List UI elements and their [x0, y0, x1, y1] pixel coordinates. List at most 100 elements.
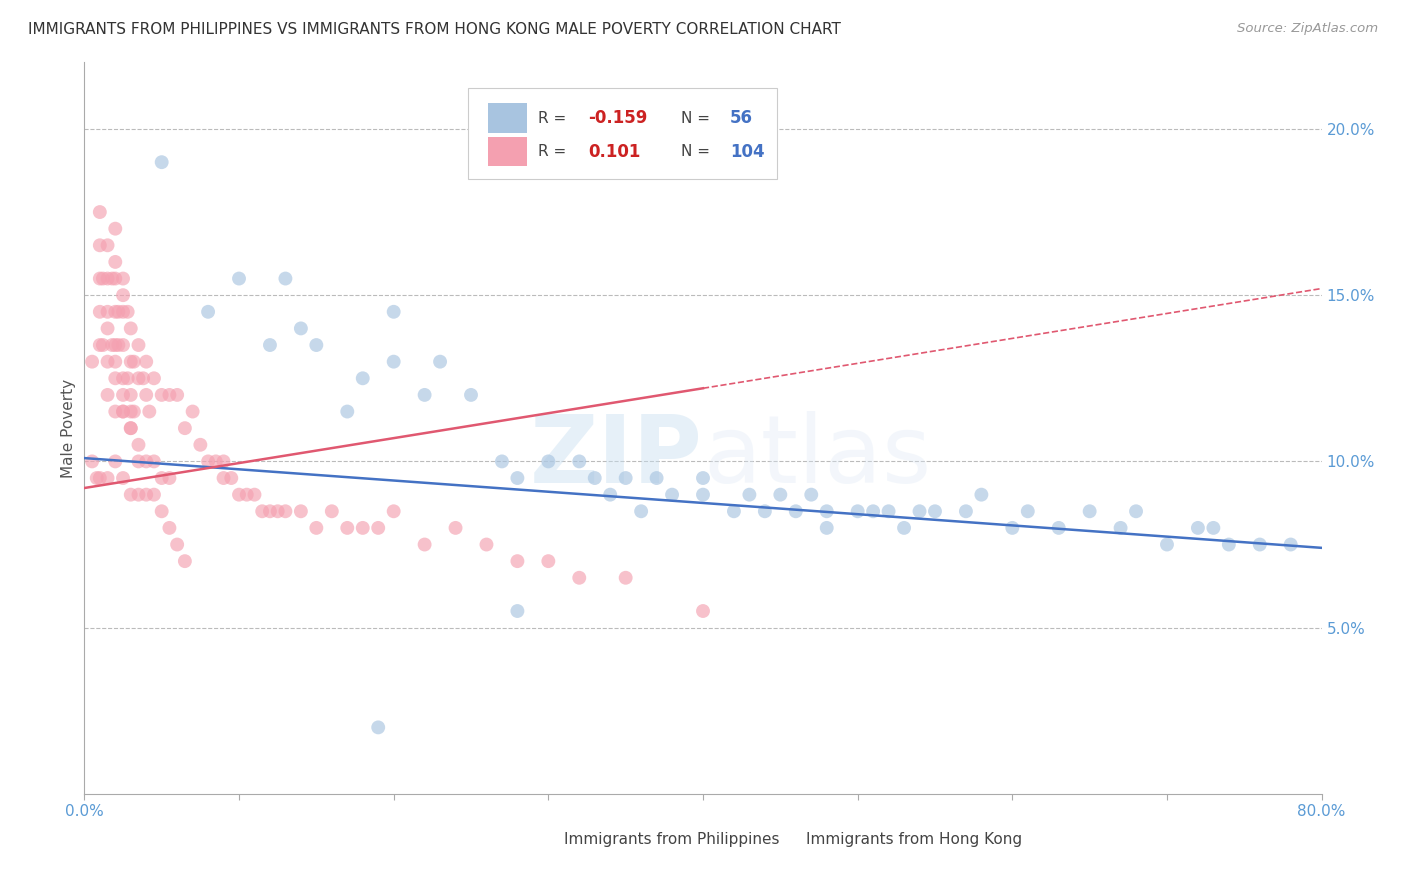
- Point: [135, 354, 157, 368]
- Point: [800, 488, 823, 502]
- Point: [127, 338, 149, 352]
- Point: [143, 371, 166, 385]
- Text: N =: N =: [681, 145, 714, 159]
- Point: [166, 388, 188, 402]
- Point: [723, 504, 745, 518]
- Text: 104: 104: [730, 143, 765, 161]
- Point: [506, 471, 529, 485]
- Text: atlas: atlas: [703, 411, 931, 503]
- Point: [599, 488, 621, 502]
- Point: [104, 255, 127, 269]
- Point: [122, 404, 145, 418]
- Point: [274, 504, 297, 518]
- Point: [893, 521, 915, 535]
- Point: [336, 404, 359, 418]
- Point: [212, 471, 235, 485]
- Point: [1109, 521, 1132, 535]
- Point: [321, 504, 343, 518]
- Point: [104, 454, 127, 468]
- Point: [738, 488, 761, 502]
- FancyBboxPatch shape: [488, 137, 527, 166]
- Point: [112, 305, 135, 319]
- Point: [122, 354, 145, 368]
- Point: [250, 504, 273, 518]
- Point: [537, 454, 560, 468]
- Point: [104, 404, 127, 418]
- Point: [143, 454, 166, 468]
- Point: [107, 338, 129, 352]
- Point: [583, 471, 606, 485]
- Point: [645, 471, 668, 485]
- Point: [104, 338, 127, 352]
- Point: [96, 238, 118, 252]
- Point: [104, 221, 127, 235]
- Point: [614, 571, 637, 585]
- Point: [1017, 504, 1039, 518]
- Text: Source: ZipAtlas.com: Source: ZipAtlas.com: [1237, 22, 1378, 36]
- Point: [692, 488, 714, 502]
- Point: [104, 371, 127, 385]
- FancyBboxPatch shape: [529, 828, 558, 851]
- Point: [429, 354, 451, 368]
- Point: [924, 504, 946, 518]
- Point: [1001, 521, 1024, 535]
- Point: [174, 554, 197, 568]
- Point: [290, 321, 312, 335]
- Point: [101, 271, 124, 285]
- Point: [174, 421, 197, 435]
- Point: [228, 271, 250, 285]
- Point: [96, 305, 118, 319]
- Point: [413, 537, 436, 551]
- Point: [692, 604, 714, 618]
- Point: [1047, 521, 1070, 535]
- Point: [267, 504, 290, 518]
- Point: [197, 454, 219, 468]
- Point: [112, 404, 135, 418]
- Point: [877, 504, 900, 518]
- Point: [212, 454, 235, 468]
- Point: [96, 354, 118, 368]
- Point: [1187, 521, 1209, 535]
- Point: [235, 488, 259, 502]
- Point: [150, 388, 173, 402]
- Text: -0.159: -0.159: [588, 109, 647, 127]
- Point: [166, 537, 188, 551]
- Text: IMMIGRANTS FROM PHILIPPINES VS IMMIGRANTS FROM HONG KONG MALE POVERTY CORRELATIO: IMMIGRANTS FROM PHILIPPINES VS IMMIGRANT…: [28, 22, 841, 37]
- Point: [89, 205, 111, 219]
- Point: [112, 388, 135, 402]
- Point: [132, 371, 155, 385]
- Point: [143, 488, 166, 502]
- Point: [382, 504, 405, 518]
- Point: [568, 454, 591, 468]
- Point: [117, 371, 139, 385]
- Point: [382, 354, 405, 368]
- Point: [630, 504, 652, 518]
- Point: [955, 504, 977, 518]
- Point: [104, 305, 127, 319]
- Point: [101, 338, 124, 352]
- Text: Immigrants from Hong Kong: Immigrants from Hong Kong: [806, 831, 1022, 847]
- Point: [159, 521, 180, 535]
- Point: [112, 271, 135, 285]
- Point: [274, 271, 297, 285]
- Point: [181, 404, 204, 418]
- Point: [243, 488, 266, 502]
- Point: [112, 288, 135, 302]
- Point: [661, 488, 683, 502]
- Point: [127, 488, 149, 502]
- Point: [1202, 521, 1225, 535]
- Point: [86, 471, 108, 485]
- Point: [89, 305, 111, 319]
- Point: [205, 454, 228, 468]
- Point: [1125, 504, 1147, 518]
- Point: [815, 504, 838, 518]
- Text: N =: N =: [681, 111, 714, 126]
- Point: [159, 471, 180, 485]
- Point: [506, 554, 529, 568]
- Point: [336, 521, 359, 535]
- Point: [120, 421, 142, 435]
- Text: R =: R =: [538, 111, 572, 126]
- Point: [290, 504, 312, 518]
- Point: [96, 321, 118, 335]
- Point: [1279, 537, 1302, 551]
